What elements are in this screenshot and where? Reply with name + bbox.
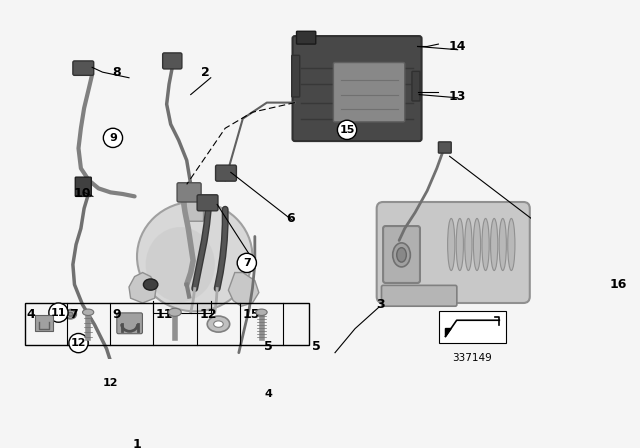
Ellipse shape <box>168 308 181 316</box>
Text: 9: 9 <box>109 133 117 143</box>
Ellipse shape <box>474 219 481 271</box>
Circle shape <box>49 303 68 322</box>
Text: 337149: 337149 <box>452 353 492 362</box>
Polygon shape <box>228 272 259 306</box>
Ellipse shape <box>108 380 118 389</box>
Circle shape <box>69 333 88 353</box>
FancyBboxPatch shape <box>117 313 143 334</box>
Ellipse shape <box>256 309 267 315</box>
FancyBboxPatch shape <box>216 165 236 181</box>
Text: 13: 13 <box>449 90 467 103</box>
FancyBboxPatch shape <box>292 36 422 141</box>
Text: 16: 16 <box>609 278 627 291</box>
Text: 3: 3 <box>376 298 385 311</box>
Text: 14: 14 <box>449 40 467 53</box>
FancyBboxPatch shape <box>381 285 457 306</box>
Bar <box>24 303 309 345</box>
Ellipse shape <box>393 243 410 267</box>
Ellipse shape <box>111 383 115 387</box>
Ellipse shape <box>146 227 215 302</box>
Ellipse shape <box>77 339 88 348</box>
Ellipse shape <box>137 202 252 311</box>
Text: 4: 4 <box>264 389 273 399</box>
FancyBboxPatch shape <box>177 183 201 202</box>
Text: 15: 15 <box>339 125 355 135</box>
Text: 11: 11 <box>51 308 66 318</box>
Text: 15: 15 <box>243 308 260 321</box>
Bar <box>439 310 506 343</box>
Text: 6: 6 <box>287 211 295 224</box>
Circle shape <box>101 374 120 393</box>
FancyBboxPatch shape <box>412 71 420 101</box>
Ellipse shape <box>508 219 515 271</box>
Ellipse shape <box>456 219 463 271</box>
Ellipse shape <box>257 364 268 373</box>
Text: 8: 8 <box>112 66 120 79</box>
Text: 11: 11 <box>156 308 173 321</box>
Text: 2: 2 <box>201 66 209 79</box>
FancyBboxPatch shape <box>35 315 52 332</box>
Text: 12: 12 <box>103 378 118 388</box>
Ellipse shape <box>83 309 93 315</box>
Text: 7: 7 <box>243 258 251 268</box>
FancyBboxPatch shape <box>186 196 204 221</box>
Circle shape <box>237 253 257 272</box>
Circle shape <box>103 128 123 147</box>
Ellipse shape <box>80 341 85 345</box>
Ellipse shape <box>214 321 223 327</box>
Ellipse shape <box>499 219 506 271</box>
FancyBboxPatch shape <box>73 61 93 75</box>
FancyBboxPatch shape <box>197 195 218 211</box>
Circle shape <box>337 120 356 139</box>
Text: 9: 9 <box>112 308 120 321</box>
FancyBboxPatch shape <box>76 177 92 196</box>
Text: 12: 12 <box>199 308 217 321</box>
FancyBboxPatch shape <box>383 226 420 283</box>
Ellipse shape <box>465 219 472 271</box>
Ellipse shape <box>447 219 455 271</box>
Ellipse shape <box>490 219 498 271</box>
FancyBboxPatch shape <box>377 202 530 303</box>
FancyBboxPatch shape <box>296 31 316 44</box>
Polygon shape <box>445 328 451 336</box>
Ellipse shape <box>65 310 76 319</box>
FancyBboxPatch shape <box>333 63 404 122</box>
FancyBboxPatch shape <box>292 55 300 97</box>
Text: 1: 1 <box>132 439 141 448</box>
Ellipse shape <box>397 248 406 262</box>
Ellipse shape <box>260 367 265 371</box>
Polygon shape <box>129 272 156 303</box>
Ellipse shape <box>207 316 230 332</box>
Text: 5: 5 <box>264 340 273 353</box>
Text: 7: 7 <box>69 308 77 321</box>
Text: 4: 4 <box>26 308 35 321</box>
Text: 10: 10 <box>74 187 92 201</box>
Ellipse shape <box>143 279 158 290</box>
FancyBboxPatch shape <box>163 53 182 69</box>
Ellipse shape <box>68 312 73 316</box>
Text: 5: 5 <box>312 340 321 353</box>
FancyBboxPatch shape <box>438 142 451 153</box>
Circle shape <box>259 385 278 404</box>
Ellipse shape <box>482 219 489 271</box>
Text: 12: 12 <box>71 338 86 348</box>
